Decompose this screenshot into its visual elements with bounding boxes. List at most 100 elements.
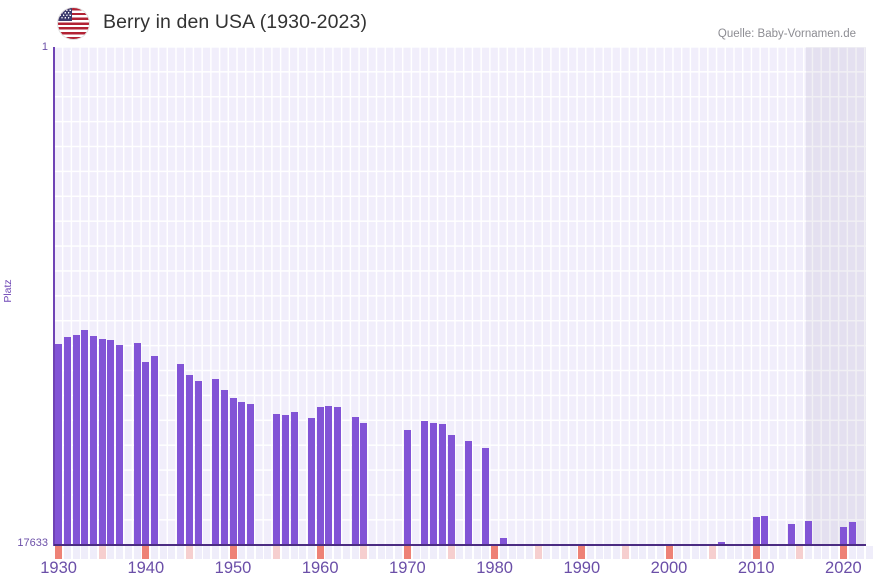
x-tick-label-2020: 2020	[825, 559, 862, 577]
bar-1948[interactable]	[212, 379, 220, 545]
tick-cell-1963	[342, 546, 350, 559]
tick-cell-1942	[159, 546, 167, 559]
tick-cell-1947	[203, 546, 211, 559]
bar-1979[interactable]	[482, 448, 490, 545]
source-label: Quelle: Baby-Vornamen.de	[717, 28, 856, 40]
tick-cell-1995	[621, 546, 629, 559]
bar-2020[interactable]	[839, 527, 847, 545]
bar-1955[interactable]	[273, 414, 281, 545]
tick-cell-1952	[246, 546, 254, 559]
tick-cell-1974	[438, 546, 446, 559]
bar-1964[interactable]	[351, 417, 359, 545]
tick-cell-1938	[124, 546, 132, 559]
bar-1972[interactable]	[421, 421, 429, 545]
tick-cell-1936	[107, 546, 115, 559]
bar-1939[interactable]	[133, 343, 141, 545]
grid-lines	[54, 47, 866, 545]
tick-cell-1932	[72, 546, 80, 559]
bar-1962[interactable]	[334, 407, 342, 545]
bar-1949[interactable]	[220, 390, 228, 545]
bar-1936[interactable]	[107, 340, 115, 545]
tick-cell-1953	[255, 546, 263, 559]
bar-2010[interactable]	[752, 517, 760, 545]
bar-1933[interactable]	[81, 330, 89, 545]
tick-cell-1964	[351, 546, 359, 559]
tick-cell-1997	[639, 546, 647, 559]
us-flag-icon	[58, 8, 89, 39]
tick-cell-1978	[473, 546, 481, 559]
bar-1941[interactable]	[151, 356, 159, 545]
bar-1974[interactable]	[438, 424, 446, 545]
x-tick-label-2010: 2010	[737, 559, 775, 577]
x-tick-label-1940: 1940	[127, 559, 165, 577]
bar-1952[interactable]	[246, 404, 254, 545]
tick-cell-1940	[142, 546, 150, 559]
tick-cell-2019	[831, 546, 839, 559]
bar-2006[interactable]	[717, 542, 725, 545]
bar-1960[interactable]	[316, 407, 324, 545]
tick-cell-1961	[325, 546, 333, 559]
bar-1961[interactable]	[325, 406, 333, 545]
y-axis-tick-top: 1	[41, 41, 48, 53]
forecast-shade-region	[806, 47, 866, 545]
x-tick-label-1960: 1960	[301, 559, 339, 577]
tick-cell-1989	[569, 546, 577, 559]
x-tick-label-1970: 1970	[389, 559, 426, 577]
bar-1977[interactable]	[464, 441, 472, 545]
tick-cell-1984	[525, 546, 533, 559]
bar-1937[interactable]	[116, 345, 124, 545]
bar-2011[interactable]	[761, 516, 769, 545]
bar-1950[interactable]	[229, 398, 237, 545]
bar-1970[interactable]	[403, 430, 411, 545]
tick-cell-1994	[613, 546, 621, 559]
tick-cell-2023	[866, 546, 873, 559]
tick-cell-1958	[299, 546, 307, 559]
tick-cell-1998	[648, 546, 656, 559]
tick-cell-1976	[456, 546, 464, 559]
tick-cell-1944	[177, 546, 185, 559]
tick-cell-2003	[691, 546, 699, 559]
tick-cell-1987	[552, 546, 560, 559]
bar-1956[interactable]	[281, 415, 289, 545]
bar-1957[interactable]	[290, 412, 298, 545]
bar-1973[interactable]	[430, 423, 438, 545]
tick-cell-1962	[334, 546, 342, 559]
tick-cell-1979	[482, 546, 490, 559]
bar-1934[interactable]	[89, 336, 97, 545]
tick-cell-1971	[412, 546, 420, 559]
bar-2016[interactable]	[805, 521, 813, 545]
tick-cell-1968	[386, 546, 394, 559]
tick-cell-1937	[116, 546, 124, 559]
bar-1930[interactable]	[55, 344, 63, 545]
bar-1959[interactable]	[307, 418, 315, 545]
tick-cell-1982	[508, 546, 516, 559]
x-tick-label-1950: 1950	[214, 559, 252, 577]
tick-cell-1946	[194, 546, 202, 559]
tick-cell-2002	[682, 546, 690, 559]
tick-cell-1986	[543, 546, 551, 559]
bar-2021[interactable]	[848, 522, 856, 545]
tick-cell-1966	[369, 546, 377, 559]
bar-1931[interactable]	[63, 337, 71, 545]
bar-1951[interactable]	[238, 402, 246, 545]
tick-cell-1943	[168, 546, 176, 559]
tick-cell-1969	[395, 546, 403, 559]
tick-cell-2001	[674, 546, 682, 559]
bar-1975[interactable]	[447, 435, 455, 545]
bar-1932[interactable]	[72, 335, 80, 545]
tick-cell-2012	[770, 546, 778, 559]
bar-1944[interactable]	[177, 364, 185, 545]
bar-2014[interactable]	[787, 524, 795, 545]
bar-1965[interactable]	[360, 423, 368, 545]
bar-1945[interactable]	[185, 375, 193, 545]
bar-1935[interactable]	[98, 339, 106, 545]
bar-1940[interactable]	[142, 362, 150, 545]
tick-cell-1954	[264, 546, 272, 559]
bar-1946[interactable]	[194, 381, 202, 545]
tick-cell-2010	[752, 546, 760, 559]
tick-cell-1949	[220, 546, 228, 559]
tick-cell-1941	[151, 546, 159, 559]
tick-cell-2008	[735, 546, 743, 559]
bar-1981[interactable]	[499, 538, 507, 545]
